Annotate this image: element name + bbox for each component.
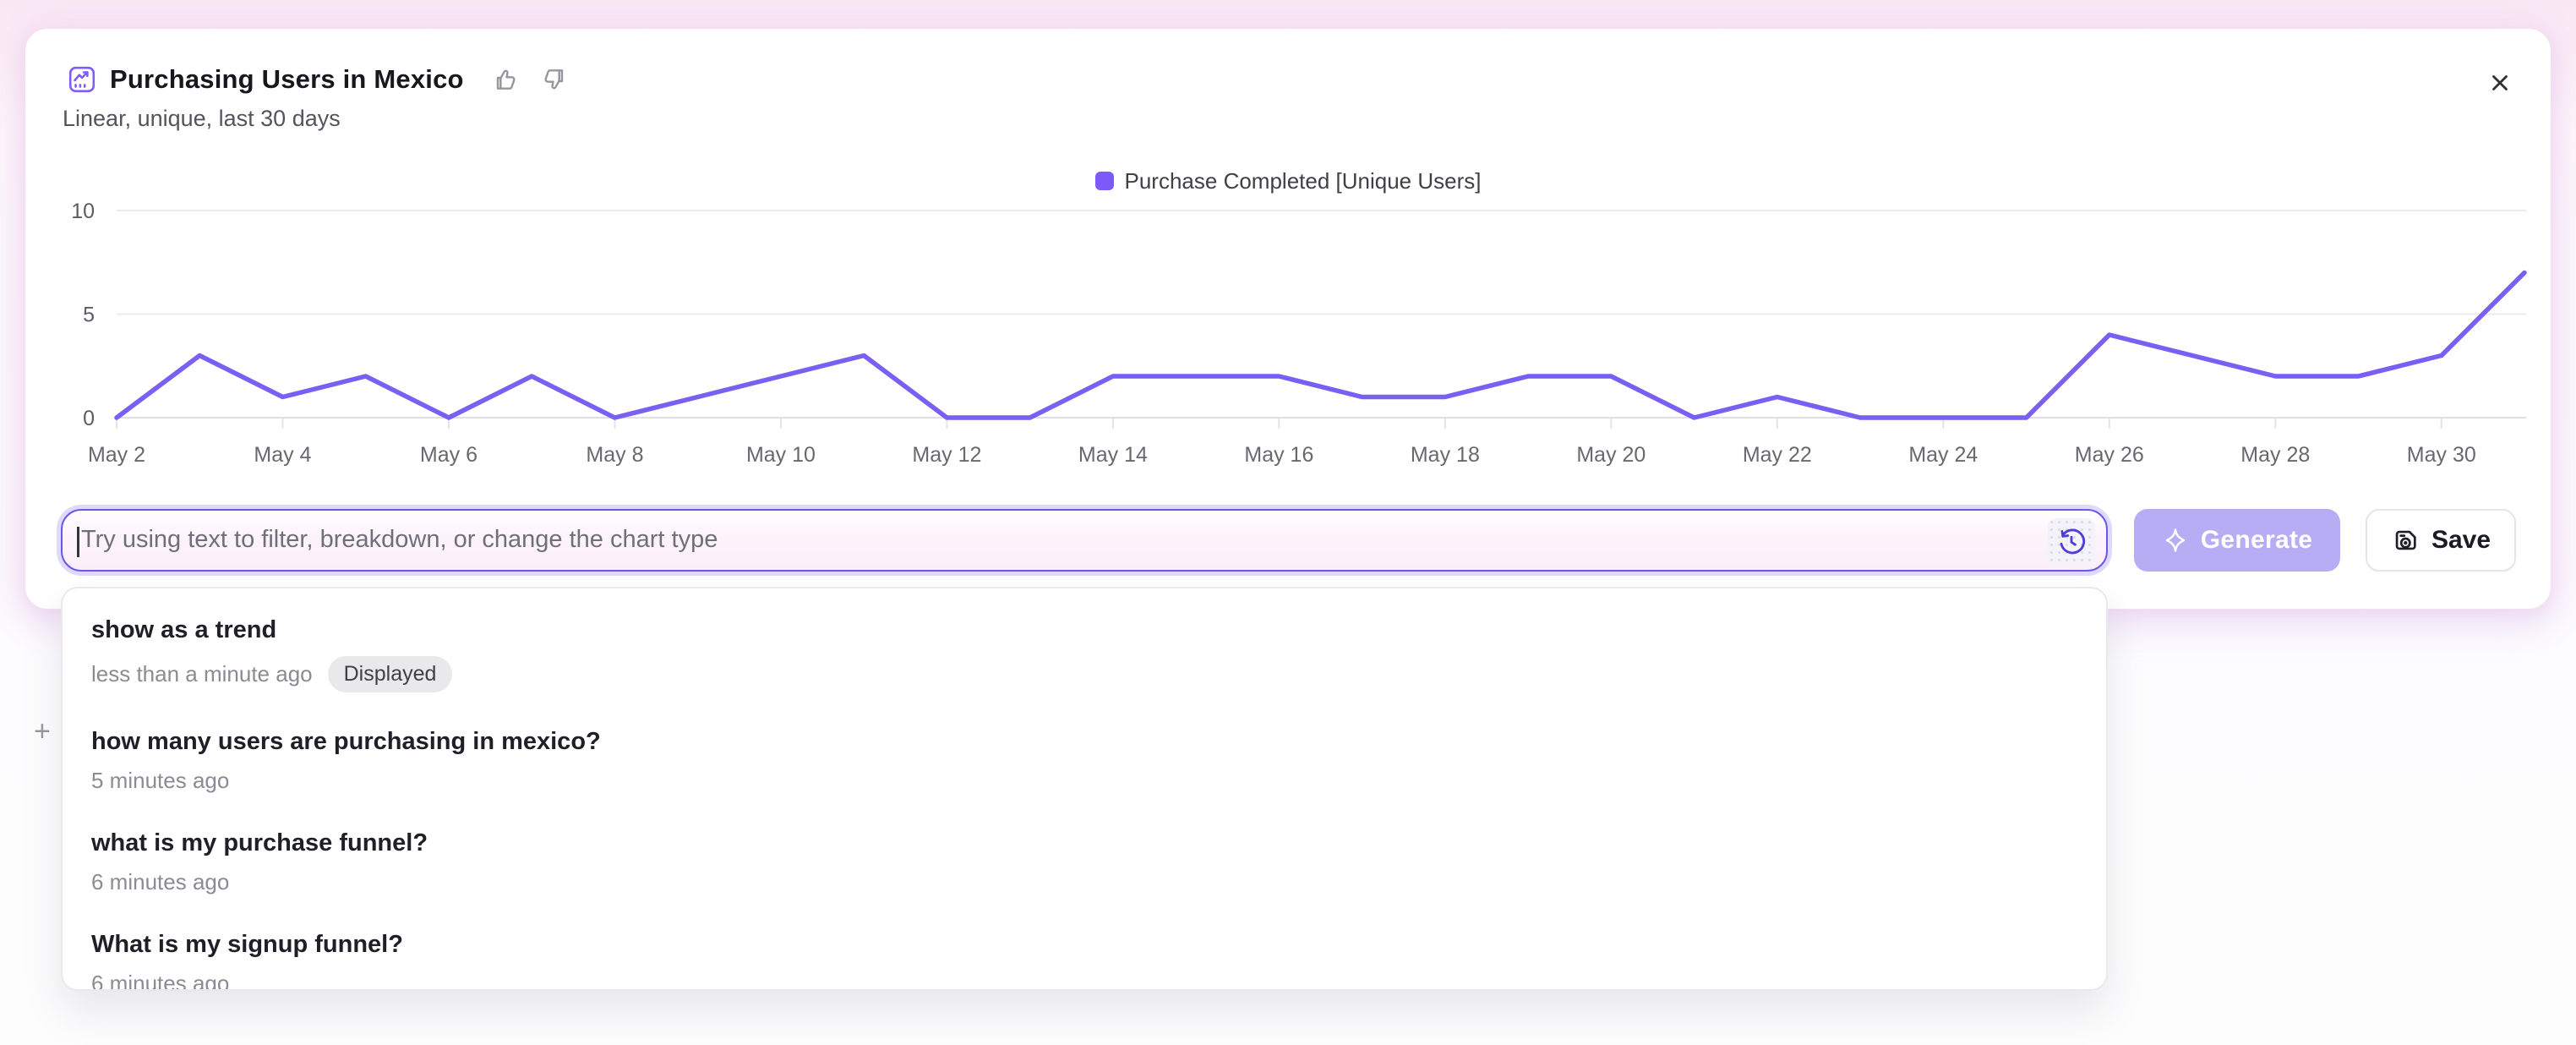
card-header: Purchasing Users in Mexico	[25, 29, 2551, 95]
history-icon	[2060, 528, 2086, 555]
svg-text:May 28: May 28	[2240, 443, 2310, 467]
svg-text:May 20: May 20	[1576, 443, 1645, 467]
legend-label: Purchase Completed [Unique Users]	[1124, 167, 1482, 194]
svg-text:May 26: May 26	[2075, 443, 2144, 467]
thumbs-up-button[interactable]	[493, 66, 520, 93]
line-chart-icon	[68, 65, 96, 94]
history-meta: 6 minutes ago	[91, 970, 2077, 991]
svg-text:May 16: May 16	[1244, 443, 1313, 467]
chart-subtitle: Linear, unique, last 30 days	[63, 106, 341, 131]
page-title: Purchasing Users in Mexico	[110, 64, 464, 94]
history-item[interactable]: show as a trend less than a minute ago D…	[63, 597, 2106, 709]
history-time: 6 minutes ago	[91, 970, 230, 991]
displayed-badge: Displayed	[327, 656, 453, 692]
history-query: What is my signup funnel?	[91, 930, 403, 958]
save-icon	[2391, 526, 2420, 555]
svg-text:May 6: May 6	[420, 443, 478, 467]
thumbs-down-icon	[544, 69, 563, 90]
history-time: 5 minutes ago	[91, 767, 230, 793]
svg-text:May 24: May 24	[1908, 443, 1978, 467]
sparkle-icon	[2162, 527, 2189, 554]
thumbs-down-button[interactable]	[540, 66, 567, 93]
prompt-placeholder: Try using text to filter, breakdown, or …	[81, 525, 718, 553]
history-time: 6 minutes ago	[91, 868, 230, 895]
chart-card: Purchasing Users in Mexico	[25, 29, 2551, 609]
svg-text:May 10: May 10	[746, 443, 816, 467]
crosshair-cursor: +	[34, 715, 51, 747]
thumbs-up-icon	[496, 69, 516, 90]
history-item[interactable]: what is my purchase funnel? 6 minutes ag…	[63, 810, 2106, 911]
svg-text:May 18: May 18	[1411, 443, 1480, 467]
ai-prompt-input[interactable]: Try using text to filter, breakdown, or …	[61, 509, 2108, 572]
history-query: what is my purchase funnel?	[91, 829, 428, 856]
svg-text:5: 5	[83, 304, 95, 327]
svg-text:May 14: May 14	[1078, 443, 1148, 467]
text-caret	[77, 527, 79, 557]
history-query: how many users are purchasing in mexico?	[91, 727, 601, 755]
svg-text:May 8: May 8	[586, 443, 643, 467]
close-button[interactable]	[2481, 64, 2519, 101]
svg-text:May 4: May 4	[254, 443, 311, 467]
close-icon	[2492, 75, 2508, 90]
svg-text:May 12: May 12	[912, 443, 981, 467]
save-button[interactable]: Save	[2366, 509, 2516, 572]
svg-text:May 30: May 30	[2407, 443, 2476, 467]
history-item[interactable]: how many users are purchasing in mexico?…	[63, 709, 2106, 810]
generate-button[interactable]: Generate	[2134, 509, 2340, 572]
history-button[interactable]	[2048, 518, 2095, 566]
generate-label: Generate	[2200, 526, 2313, 554]
legend: Purchase Completed [Unique Users]	[25, 166, 2551, 196]
svg-text:May 22: May 22	[1743, 443, 1812, 467]
history-query: show as a trend	[91, 616, 277, 643]
save-label: Save	[2431, 526, 2491, 554]
history-item[interactable]: What is my signup funnel? 6 minutes ago	[63, 911, 2106, 991]
history-time: less than a minute ago	[91, 660, 313, 687]
history-dropdown: show as a trend less than a minute ago D…	[61, 587, 2108, 991]
history-meta: 5 minutes ago	[91, 768, 2077, 794]
svg-text:May 2: May 2	[88, 443, 145, 467]
history-meta: 6 minutes ago	[91, 869, 2077, 895]
history-meta: less than a minute ago Displayed	[91, 656, 2077, 692]
svg-text:10: 10	[71, 200, 95, 223]
legend-swatch	[1094, 172, 1114, 190]
svg-text:0: 0	[83, 407, 95, 430]
